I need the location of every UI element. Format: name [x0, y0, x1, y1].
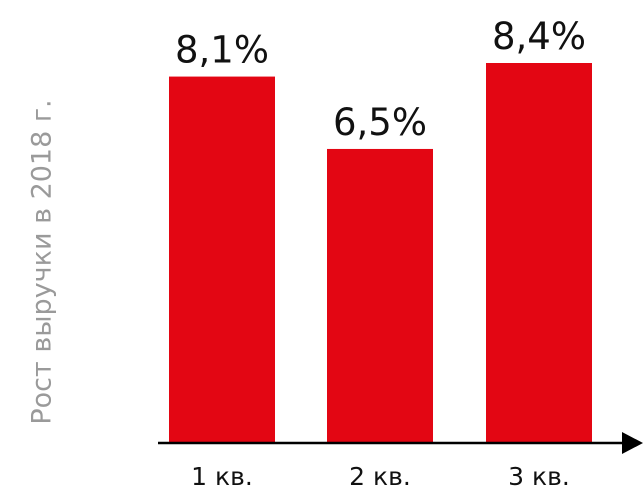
x-tick-label: 2 кв. — [349, 462, 411, 490]
bars-group — [169, 63, 592, 444]
y-axis-label: Рост выручки в 2018 г. — [27, 99, 58, 424]
bar-value-label: 8,4% — [492, 15, 586, 58]
x-tick-label: 1 кв. — [191, 462, 253, 490]
tick-labels-group: 1 кв. 2 кв. 3 кв. — [191, 462, 570, 490]
bar — [169, 76, 275, 444]
bar-value-label: 8,1% — [175, 29, 269, 72]
x-axis-arrowhead — [622, 432, 643, 454]
bar — [486, 63, 592, 443]
value-labels-group: 8,1% 6,5% 8,4% — [175, 15, 586, 144]
bar — [327, 148, 433, 443]
bar-value-label: 6,5% — [333, 101, 427, 144]
x-tick-label: 3 кв. — [508, 462, 570, 490]
